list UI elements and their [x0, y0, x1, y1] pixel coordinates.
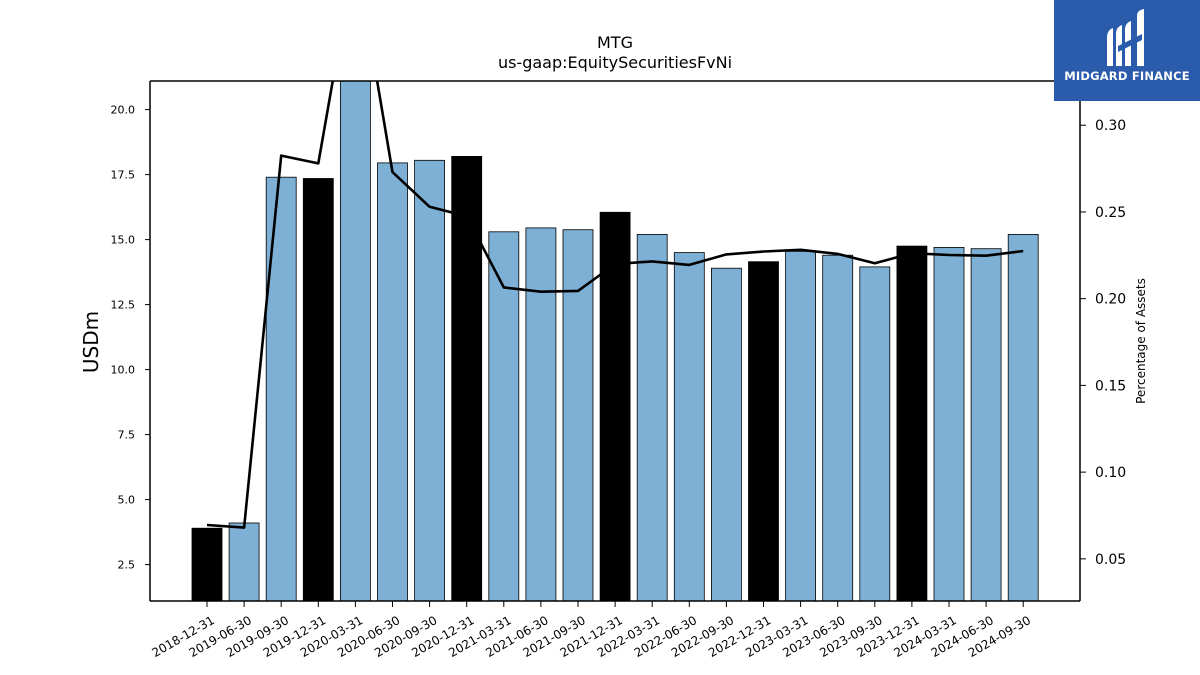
y2-tick-label: 0.25 [1095, 205, 1126, 221]
y-tick-label: 15.0 [111, 234, 136, 247]
y-tick-label: 5.0 [118, 494, 136, 507]
y2-tick-label: 0.05 [1095, 552, 1126, 568]
y2-tick-label: 0.20 [1095, 292, 1126, 308]
bar-2020-03-31 [339, 81, 371, 601]
bar-2021-06-30 [525, 227, 557, 601]
y2-tick-label: 0.15 [1095, 378, 1126, 394]
midgard-logo-icon [1107, 9, 1144, 66]
bar-2022-03-31 [636, 233, 668, 601]
chart-subtitle: us-gaap:EquitySecuritiesFvNi [498, 53, 732, 72]
y-tick-label: 20.0 [111, 104, 136, 117]
bar-2023-12-31 [896, 245, 928, 601]
bar-2024-09-30 [1007, 233, 1039, 601]
ratio-line-group [206, 81, 1024, 529]
bar-2023-06-30 [822, 254, 854, 601]
y2-tick-label: 0.10 [1095, 465, 1126, 481]
y-tick-label: 10.0 [111, 364, 136, 377]
bar-2020-12-31 [451, 155, 483, 601]
bar-2021-09-30 [562, 229, 594, 601]
y-axis-label: USDm [79, 311, 103, 373]
bar-2022-12-31 [748, 261, 779, 601]
bars [191, 81, 1039, 601]
bar-2019-09-30 [265, 176, 297, 601]
y2-axis-label: Percentage of Assets [1134, 278, 1148, 404]
bar-2020-06-30 [377, 162, 408, 601]
y-tick-label: 17.5 [111, 169, 136, 182]
y-tick-label: 7.5 [118, 429, 136, 442]
bar-2022-06-30 [673, 252, 705, 601]
bar-2019-06-30 [228, 522, 260, 601]
bar-2021-03-31 [488, 231, 520, 601]
ratio-line [206, 81, 1024, 529]
midgard-finance-logo: MIDGARD FINANCE [1054, 0, 1200, 101]
bar-2023-09-30 [859, 266, 891, 601]
bar-2020-09-30 [414, 159, 446, 601]
logo-text: MIDGARD FINANCE [1064, 69, 1190, 83]
y2-tick-label: 0.30 [1095, 118, 1126, 134]
bar-2024-03-31 [933, 246, 965, 601]
bar-2019-12-31 [302, 178, 334, 601]
bar-2021-12-31 [599, 211, 631, 601]
bar-2022-09-30 [711, 267, 742, 601]
chart-title: MTG [597, 33, 633, 52]
y-tick-label: 12.5 [111, 299, 136, 312]
bar-2018-12-31 [191, 527, 223, 601]
bar-2023-03-31 [785, 250, 816, 601]
bar-2024-06-30 [970, 248, 1002, 601]
y-tick-label: 2.5 [118, 559, 136, 572]
